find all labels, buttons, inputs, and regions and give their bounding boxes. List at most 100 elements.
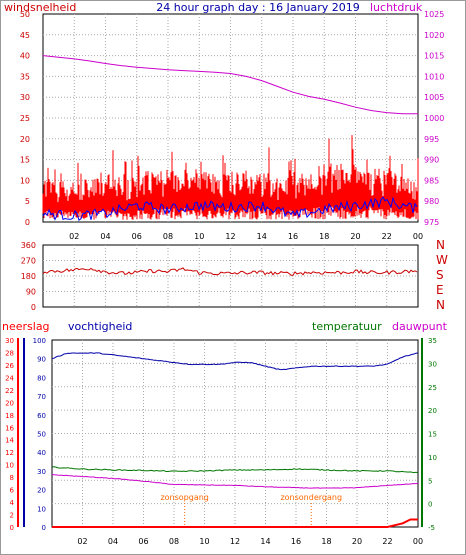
pressure-axis: 975 980 985 990 995 1000 1005 1010 1015 1020 1025	[424, 10, 444, 227]
humidity-hour-tick: 22	[382, 537, 392, 546]
wind-speed-tick: 30	[20, 93, 30, 102]
wind-hour-tick: 16	[288, 232, 298, 241]
rain-tick: 30	[5, 337, 14, 345]
wind-hour-tick: 12	[225, 232, 235, 241]
humidity-tick: 80	[37, 374, 46, 382]
temperature-tick: 25	[428, 384, 437, 392]
wind-speed-tick: 10	[20, 176, 30, 185]
wind-speed-tick: 15	[20, 156, 30, 165]
pressure-tick: 1015	[424, 52, 444, 61]
temperature-tick: 10	[428, 454, 437, 462]
wind-speed-tick: 35	[20, 72, 30, 81]
pressure-line	[42, 55, 418, 115]
rain-tick: 0	[10, 524, 14, 532]
rain-tick: 22	[5, 387, 14, 395]
rain-line	[52, 518, 418, 528]
humidity-temperature-series: zonsopgang zonsondergang	[51, 352, 419, 528]
humidity-hour-axis: 02 04 06 08 10 12 14 16 18 20 22 00	[77, 537, 423, 546]
compass-letter: S	[436, 268, 444, 282]
rain-tick: 16	[5, 424, 14, 432]
rain-tick: 14	[5, 437, 14, 445]
wind-direction-tick: 180	[21, 272, 36, 281]
humidity-tick: 40	[37, 449, 46, 457]
rain-tick: 26	[5, 362, 14, 370]
wind-hour-tick: 18	[319, 232, 329, 241]
compass-letter: E	[436, 283, 444, 297]
rain-tick: 12	[5, 449, 14, 457]
humidity-hour-tick: 10	[199, 537, 209, 546]
temperature-tick: 5	[428, 477, 432, 485]
humidity-hour-tick: 06	[138, 537, 148, 546]
humidity-line	[51, 352, 419, 371]
temperature-tick: 20	[428, 407, 437, 415]
rain-tick: 8	[10, 474, 14, 482]
pressure-tick: 1020	[424, 31, 444, 40]
wind-hour-axis: 02 04 06 08 10 12 14 16 18 20 22 00	[69, 232, 423, 241]
temperature-label: temperatuur	[312, 320, 382, 333]
pressure-tick: 980	[424, 197, 439, 206]
temperature-tick: 15	[428, 431, 437, 439]
wind-speed-axis: 0 5 10 15 20 25 30 35 40 45 50	[20, 10, 30, 227]
humidity-tick: 50	[37, 431, 46, 439]
wind-hour-tick: 06	[132, 232, 142, 241]
humidity-hour-tick: 04	[108, 537, 118, 546]
temperature-tick: 30	[428, 360, 437, 368]
temperature-tick: 35	[428, 337, 437, 345]
graph-title: 24 hour graph day : 16 January 2019	[156, 1, 360, 14]
wind-direction-tick: 270	[21, 257, 36, 266]
wind-hour-tick: 10	[194, 232, 204, 241]
wind-direction-tick: 90	[26, 288, 36, 297]
sunrise-label: zonsopgang	[160, 493, 208, 502]
wind-hour-tick: 04	[100, 232, 110, 241]
compass-letter: N	[436, 298, 445, 312]
pressure-label: luchtdruk	[370, 1, 423, 14]
rain-tick: 6	[10, 487, 15, 495]
wind-speed-tick: 5	[25, 197, 30, 206]
pressure-tick: 990	[424, 156, 439, 165]
compass-letter: W	[436, 253, 448, 267]
wind-direction-tick: 360	[21, 241, 36, 250]
wind-speed-tick: 25	[20, 114, 30, 123]
wind-pressure-series	[42, 55, 419, 222]
wind-hour-tick: 00	[413, 232, 423, 241]
humidity-tick: 60	[37, 412, 46, 420]
rain-tick: 2	[10, 512, 14, 520]
rain-label: neerslag	[2, 320, 50, 333]
wind-direction-grid	[43, 245, 418, 307]
wind-speed-tick: 40	[20, 52, 30, 61]
wind-direction-line	[42, 267, 418, 276]
wind-hour-tick: 08	[163, 232, 173, 241]
wind-hour-tick: 20	[350, 232, 360, 241]
humidity-tick: 10	[37, 505, 46, 513]
humidity-tick: 30	[37, 468, 46, 476]
rain-tick: 4	[10, 499, 15, 507]
wind-direction-axis: 0 90 180 270 360	[21, 241, 36, 312]
humidity-tick: 70	[37, 393, 46, 401]
humidity-tick: 90	[37, 356, 46, 364]
humidity-hour-tick: 16	[291, 537, 301, 546]
temperature-axis: -5 0 5 10 15 20 25 30 35	[421, 337, 437, 532]
pressure-tick: 1005	[424, 93, 444, 102]
humidity-hour-tick: 12	[230, 537, 240, 546]
rain-tick: 18	[5, 412, 14, 420]
rain-tick: 28	[5, 349, 14, 357]
wind-speed-tick: 50	[20, 10, 30, 19]
sunset-label: zonsondergang	[280, 493, 342, 502]
wind-direction-series	[42, 267, 418, 276]
compass-letter: N	[436, 238, 445, 252]
wind-speed-tick: 0	[25, 218, 30, 227]
humidity-hour-tick: 02	[77, 537, 87, 546]
wind-speed-label: windsnelheid	[4, 1, 76, 14]
wind-hour-tick: 02	[69, 232, 79, 241]
humidity-tick: 0	[42, 524, 46, 532]
humidity-hour-tick: 00	[413, 537, 423, 546]
humidity-hour-tick: 20	[352, 537, 362, 546]
wind-average-line	[42, 196, 418, 222]
rain-tick: 10	[5, 462, 14, 470]
